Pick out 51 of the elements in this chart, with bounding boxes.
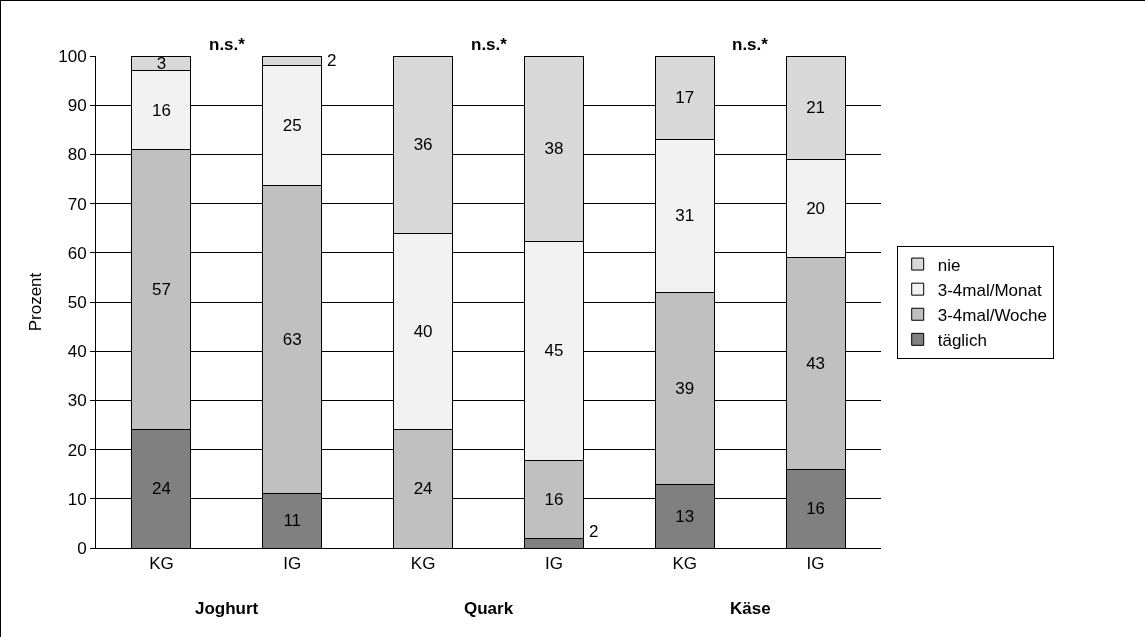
text: n.s.* xyxy=(732,35,769,54)
text: Käse xyxy=(730,599,771,618)
data-label: 31 xyxy=(675,206,695,226)
data-label: 63 xyxy=(282,330,302,350)
legend-label: täglich xyxy=(937,330,987,350)
y-tick-label: 60 xyxy=(67,243,87,263)
y-tick-label: 20 xyxy=(67,440,87,460)
y-tick-label: 70 xyxy=(67,194,87,214)
data-label: 21 xyxy=(806,98,826,118)
data-label: 3 xyxy=(156,53,167,73)
y-tick-label: 50 xyxy=(67,292,87,312)
y-tick-label: 90 xyxy=(67,96,87,116)
legend-label: nie xyxy=(937,255,961,275)
data-label: 24 xyxy=(413,479,433,499)
data-label: 2 xyxy=(327,51,337,70)
data-label: 2 xyxy=(589,522,599,541)
y-tick-label: 30 xyxy=(67,391,87,411)
data-label: 13 xyxy=(675,506,695,526)
y-tick-label: 80 xyxy=(67,145,87,165)
legend-label: 3-4mal/Monat xyxy=(937,280,1042,300)
data-label: 57 xyxy=(151,280,171,300)
text: n.s.* xyxy=(209,35,246,54)
data-label: 16 xyxy=(806,499,826,519)
data-label: 36 xyxy=(413,135,433,155)
x-tick-label: IG xyxy=(544,554,563,574)
data-label: 43 xyxy=(806,354,826,373)
data-label: 38 xyxy=(544,139,564,159)
data-label: 45 xyxy=(544,341,564,361)
data-label: 17 xyxy=(675,88,695,108)
y-tick-label: 0 xyxy=(77,538,87,558)
y-tick-label: 100 xyxy=(58,46,87,66)
data-label: 11 xyxy=(283,511,302,531)
data-label: 39 xyxy=(675,378,695,398)
x-tick-label: IG xyxy=(806,554,825,574)
data-label: 24 xyxy=(151,479,171,499)
text: n.s.* xyxy=(471,35,508,54)
data-label: 16 xyxy=(151,100,171,120)
y-axis-title: Prozent xyxy=(25,272,45,332)
y-tick-label: 10 xyxy=(67,489,87,509)
text: Quark xyxy=(464,599,514,618)
x-tick-label: IG xyxy=(283,554,302,574)
data-label: 40 xyxy=(413,322,433,342)
y-tick-label: 40 xyxy=(67,342,87,362)
x-tick-label: KG xyxy=(672,554,698,574)
x-tick-label: KG xyxy=(149,554,174,574)
legend-label: 3-4mal/Woche xyxy=(937,305,1047,325)
text: Joghurt xyxy=(195,599,259,618)
data-label: 25 xyxy=(282,116,302,136)
x-tick-label: KG xyxy=(410,554,436,574)
data-label: 16 xyxy=(544,489,564,509)
data-label: 20 xyxy=(806,199,826,219)
